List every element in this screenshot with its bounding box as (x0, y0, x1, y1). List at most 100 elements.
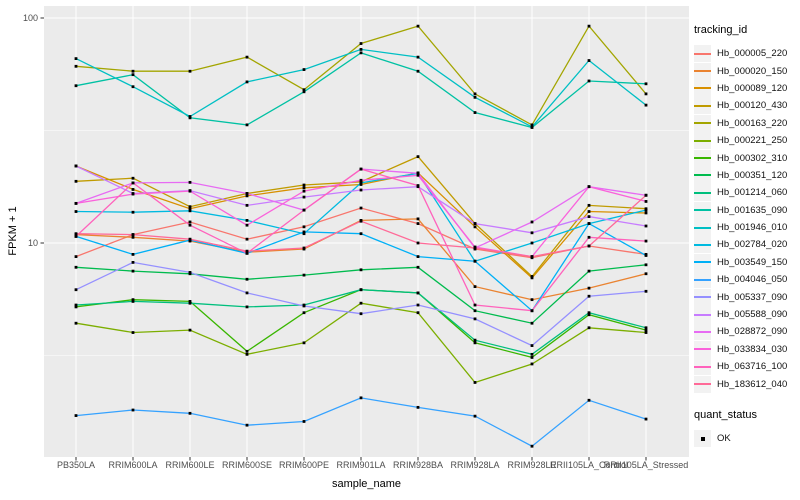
data-point-marker (644, 208, 648, 212)
data-point-marker (74, 288, 78, 292)
data-point-marker (473, 95, 477, 99)
data-point-marker (587, 210, 591, 213)
data-point-marker (416, 155, 420, 159)
data-point-marker (359, 301, 363, 305)
data-point-marker (530, 352, 534, 356)
data-point-marker (587, 222, 591, 225)
legend-label: Hb_000005_220 (717, 48, 788, 60)
legend-key-line-icon (694, 97, 711, 115)
data-point-marker (587, 269, 591, 273)
legend-label: OK (717, 433, 731, 444)
data-point-marker (245, 223, 249, 227)
data-point-marker (188, 115, 192, 118)
data-point-marker (188, 205, 192, 209)
data-point-marker (188, 328, 192, 332)
data-point-marker (530, 444, 534, 448)
data-point-marker (302, 273, 306, 277)
data-point-marker (416, 184, 420, 187)
data-point-marker (74, 84, 78, 88)
legend-key-line-icon (694, 184, 711, 202)
legend-label: Hb_033834_030 (717, 343, 788, 355)
data-point-marker (530, 344, 534, 347)
data-point-marker (131, 176, 135, 180)
legend-key-line-icon (694, 45, 711, 63)
data-point-marker (131, 252, 135, 256)
data-point-marker (131, 260, 135, 264)
data-point-marker (131, 69, 135, 73)
legend-label: Hb_000120_430 (717, 100, 788, 112)
data-point-marker (644, 92, 648, 96)
data-point-marker (644, 211, 648, 215)
x-tick-label-RRIM600PE: RRIM600PE (278, 460, 330, 470)
data-point-marker (530, 275, 534, 278)
legend-label: Hb_001946_010 (717, 222, 788, 234)
x-tick-label-RRIM901LA: RRIM901LA (336, 460, 386, 470)
data-point-marker (131, 210, 135, 214)
data-point-marker (359, 288, 363, 292)
data-point-marker (359, 206, 363, 210)
data-point-marker (131, 192, 135, 196)
x-tick-label-RRIM600LA: RRIM600LA (108, 460, 158, 470)
legend-key-line-icon (694, 358, 711, 376)
y-tick-label-10: 10 (27, 238, 38, 248)
legend-label: Hb_000221_250 (717, 135, 788, 147)
data-point-marker (74, 201, 78, 205)
data-point-marker (587, 59, 591, 62)
data-point-marker (245, 352, 249, 356)
legend-item: Hb_028872_090 (694, 323, 800, 341)
legend-key-line-icon (694, 166, 711, 184)
x-tick-label-PB350LA: PB350LA (56, 460, 96, 470)
legend-label: Hb_001635_090 (717, 204, 788, 216)
legend-title-tracking-id: tracking_id (694, 24, 748, 36)
data-point-marker (587, 398, 591, 402)
data-point-marker (131, 188, 135, 191)
data-point-marker (302, 88, 306, 92)
data-point-marker (245, 80, 249, 84)
legend-label: Hb_000302_310 (717, 152, 788, 164)
data-point-marker (473, 309, 477, 313)
data-point-marker (245, 423, 249, 427)
data-point-marker (245, 249, 249, 253)
data-point-marker (188, 300, 192, 303)
data-point-marker (188, 220, 192, 224)
data-point-marker (245, 219, 249, 222)
legend-key-line-icon (694, 253, 711, 271)
legend-label: Hb_003549_150 (717, 256, 788, 268)
data-point-marker (473, 222, 477, 225)
legend-item: Hb_001946_010 (694, 219, 800, 237)
data-point-marker (359, 312, 363, 316)
data-point-marker (245, 349, 249, 353)
legend-items: Hb_000005_220 Hb_000020_150 Hb_000089_120 H… (694, 45, 800, 393)
data-point-marker (587, 326, 591, 330)
data-point-marker (416, 291, 420, 295)
legend-item: Hb_033834_030 (694, 340, 800, 358)
data-point-marker (473, 92, 477, 96)
legend-key-line-icon (694, 323, 711, 341)
legend-item: Hb_003549_150 (694, 253, 800, 271)
data-point-marker (644, 200, 648, 203)
data-point-marker (416, 255, 420, 259)
data-point-marker (359, 167, 363, 171)
data-point-marker (359, 219, 363, 223)
data-point-marker (359, 183, 363, 186)
data-point-marker (473, 111, 477, 114)
data-point-marker (587, 286, 591, 290)
data-point-marker (188, 223, 192, 227)
data-point-marker (530, 321, 534, 325)
legend-key-line-icon (694, 306, 711, 324)
data-point-marker (587, 294, 591, 298)
legend-item: Hb_001214_060 (694, 184, 800, 202)
legend-label: Hb_183612_040 (717, 378, 788, 390)
data-point-marker (302, 232, 306, 236)
data-point-marker (188, 301, 192, 305)
data-point-marker (359, 232, 363, 236)
data-point-marker (359, 181, 363, 185)
data-point-marker (473, 338, 477, 342)
data-point-marker (587, 24, 591, 28)
legend-item: Hb_000089_120 (694, 79, 800, 97)
data-point-marker (302, 208, 306, 212)
data-point-marker (302, 186, 306, 190)
data-point-marker (74, 64, 78, 68)
data-point-marker (644, 254, 648, 257)
data-point-marker (188, 189, 192, 193)
